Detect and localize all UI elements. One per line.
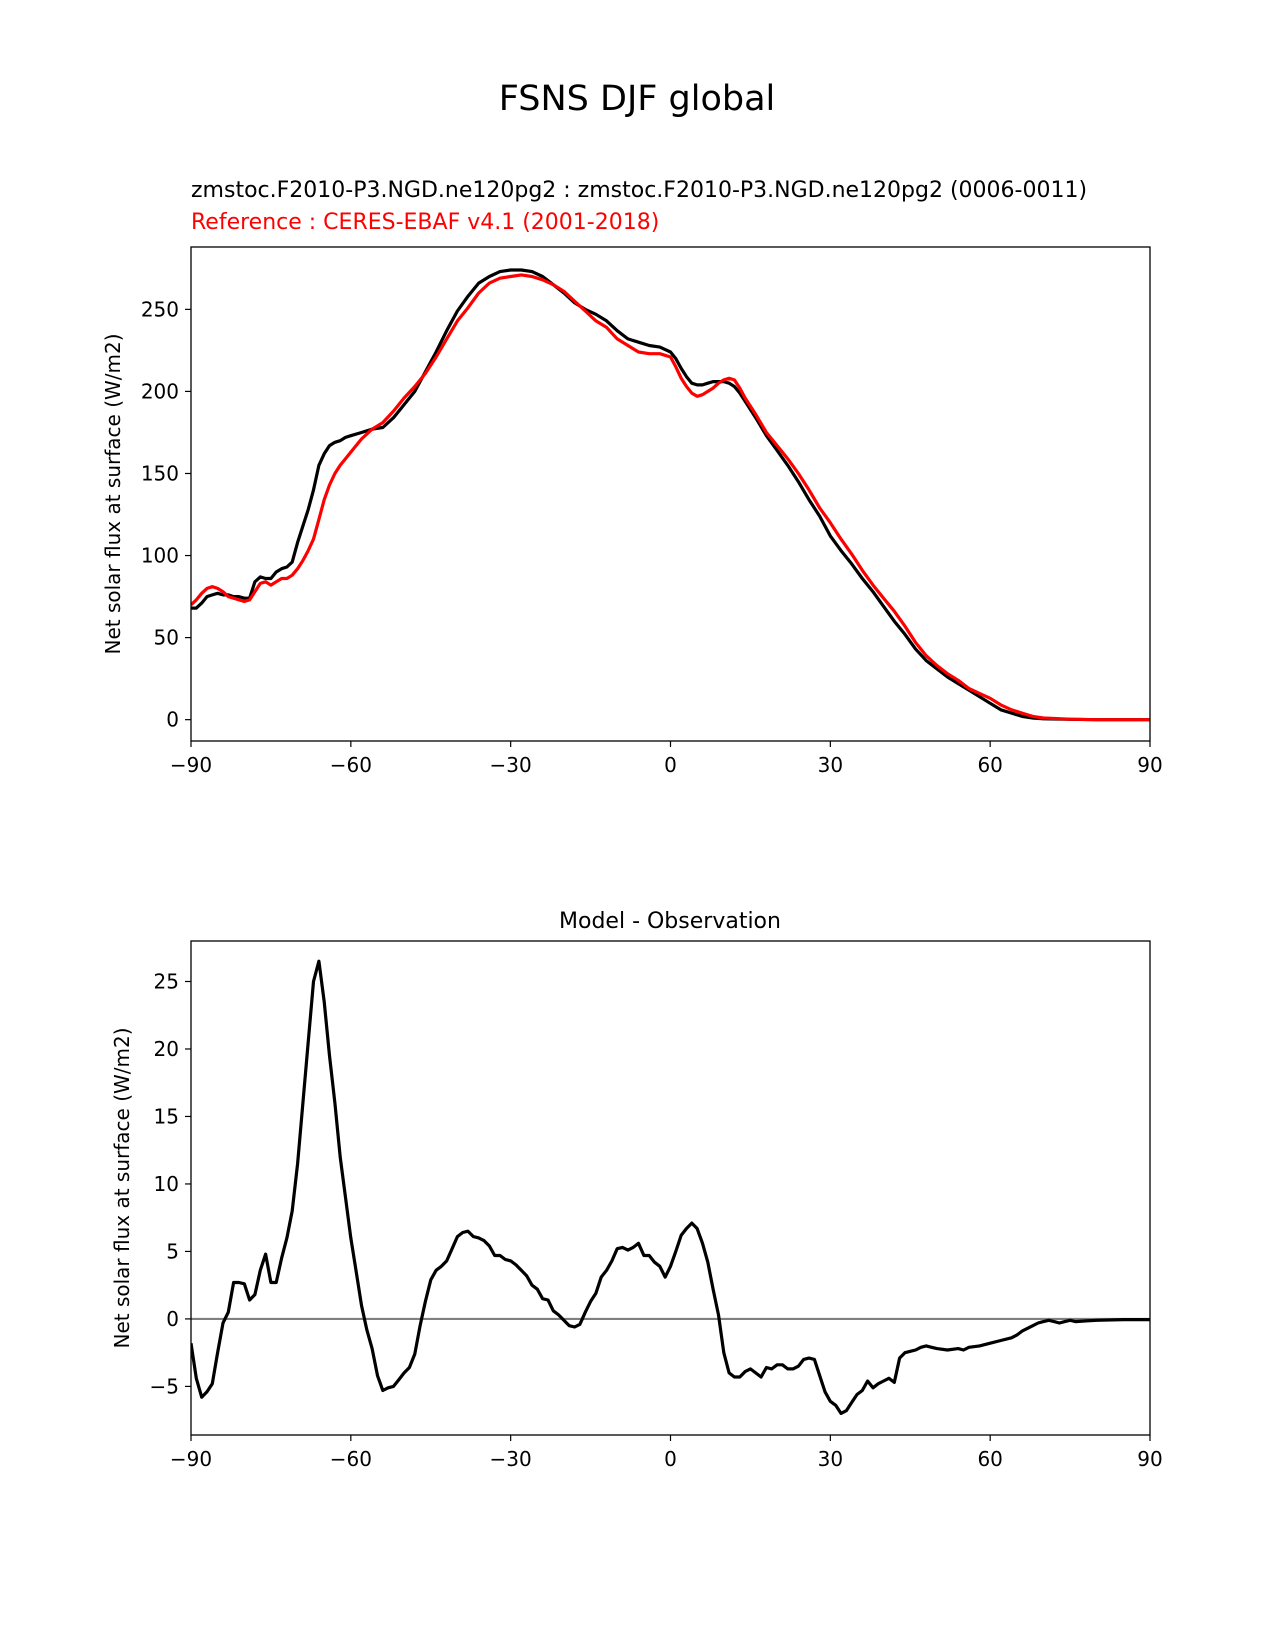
bottom-panel-ytick-label: 0 xyxy=(166,1307,179,1331)
bottom-panel-ytick-label: −5 xyxy=(150,1374,179,1398)
bottom-panel-plot-area: −90 −60 −30 0 30 60 90 −5 0 5 10 15 20 25 xyxy=(150,959,1163,1471)
bottom-panel: Model - Observation Net solar flux at su… xyxy=(110,909,1163,1471)
top-panel-xtick-label: −30 xyxy=(490,753,532,777)
top-panel-ytick-label: 50 xyxy=(154,626,179,650)
bottom-panel-ytick-label: 5 xyxy=(166,1239,179,1263)
bottom-panel-ytick-label: 20 xyxy=(154,1037,179,1061)
top-panel-series-test-line xyxy=(191,268,1150,722)
top-panel: zmstoc.F2010-P3.NGD.ne120pg2 : zmstoc.F2… xyxy=(101,178,1163,777)
top-panel-xtick-label: −90 xyxy=(170,753,212,777)
top-panel-xtick-label: 0 xyxy=(664,753,677,777)
bottom-panel-ytick-label: 15 xyxy=(154,1104,179,1128)
bottom-panel-ytick-label: 25 xyxy=(154,969,179,993)
bottom-panel-xtick-label: 90 xyxy=(1137,1447,1162,1471)
top-panel-series-reference-line xyxy=(191,273,1150,722)
top-panel-xtick-label: −60 xyxy=(330,753,372,777)
top-panel-ytick-label: 200 xyxy=(141,379,179,403)
bottom-panel-frame xyxy=(190,940,1151,1436)
bottom-panel-series-test-line xyxy=(191,959,1150,1415)
top-panel-subtitle-reference: Reference : CERES-EBAF v4.1 (2001-2018) xyxy=(191,210,659,235)
bottom-panel-title: Model - Observation xyxy=(559,909,781,934)
top-panel-ytick-label: 100 xyxy=(141,544,179,568)
bottom-panel-xtick-label: −60 xyxy=(330,1447,372,1471)
top-panel-ylabel: Net solar flux at surface (W/m2) xyxy=(101,333,125,654)
top-panel-ytick-label: 150 xyxy=(141,461,179,485)
bottom-panel-xtick-label: −90 xyxy=(170,1447,212,1471)
top-panel-ytick-label: 0 xyxy=(166,708,179,732)
top-panel-xtick-label: 60 xyxy=(977,753,1002,777)
bottom-panel-xtick-label: 30 xyxy=(818,1447,843,1471)
top-panel-subtitle-test: zmstoc.F2010-P3.NGD.ne120pg2 : zmstoc.F2… xyxy=(191,178,1087,203)
bottom-panel-ytick-label: 10 xyxy=(154,1172,179,1196)
bottom-panel-ylabel: Net solar flux at surface (W/m2) xyxy=(110,1027,134,1348)
top-panel-ytick-label: 250 xyxy=(141,297,179,321)
bottom-panel-xtick-label: −30 xyxy=(490,1447,532,1471)
top-panel-plot-area: −90 −60 −30 0 30 60 90 0 50 100 150 200 250 xyxy=(141,268,1163,777)
bottom-panel-xtick-label: 0 xyxy=(664,1447,677,1471)
top-panel-xtick-label: 30 xyxy=(818,753,843,777)
top-panel-frame xyxy=(190,246,1151,742)
figure-title: FSNS DJF global xyxy=(499,79,776,119)
top-panel-xtick-label: 90 xyxy=(1137,753,1162,777)
bottom-panel-xtick-label: 60 xyxy=(977,1447,1002,1471)
